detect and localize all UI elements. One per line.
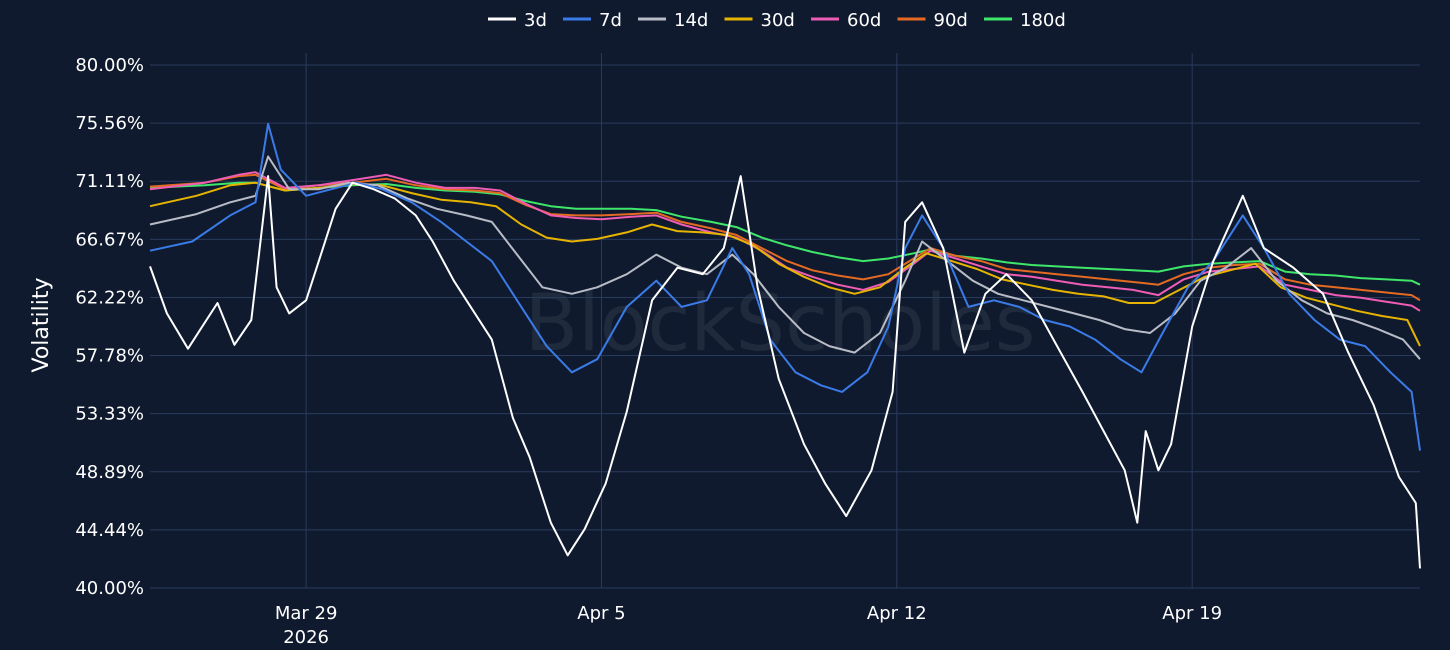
y-tick-label: 80.00%	[75, 55, 144, 76]
x-tick-label: Apr 12	[867, 603, 927, 624]
legend-label: 60d	[847, 10, 881, 31]
legend-label: 7d	[599, 10, 622, 31]
legend-label: 90d	[934, 10, 968, 31]
series-line-90d	[149, 173, 1421, 302]
y-tick-label: 57.78%	[75, 346, 144, 367]
x-axis: Mar 29 2026 Apr 5 Apr 12 Apr 19	[275, 603, 1222, 648]
y-tick-label: 62.22%	[75, 287, 144, 308]
series-lines	[149, 122, 1421, 569]
legend-label: 3d	[524, 10, 547, 31]
x-tick-sublabel: 2026	[283, 627, 329, 648]
y-axis-title: Volatility	[29, 277, 54, 372]
y-tick-label: 53.33%	[75, 404, 144, 425]
legend: 3d 7d 14d 30d 60d 90d 180d	[488, 10, 1066, 31]
legend-item-60d[interactable]: 60d	[811, 10, 881, 31]
series-line-14d	[149, 155, 1421, 360]
legend-label: 180d	[1020, 10, 1066, 31]
x-tick-label: Apr 19	[1162, 603, 1222, 624]
legend-item-90d[interactable]: 90d	[897, 10, 968, 31]
series-line-30d	[149, 181, 1421, 347]
y-tick-label: 66.67%	[75, 229, 144, 250]
x-tick-label: Mar 29	[275, 603, 338, 624]
y-tick-label: 40.00%	[75, 578, 144, 599]
series-line-180d	[149, 181, 1421, 286]
watermark-text: BlockScholes	[525, 279, 1036, 369]
y-tick-label: 71.11%	[75, 171, 144, 192]
legend-item-14d[interactable]: 14d	[638, 10, 708, 31]
series-line-7d	[149, 122, 1421, 451]
series-line-3d	[149, 175, 1421, 569]
legend-item-30d[interactable]: 30d	[724, 10, 795, 31]
y-axis: 80.00% 75.56% 71.11% 66.67% 62.22% 57.78% 53.3…	[75, 55, 144, 599]
legend-label: 30d	[761, 10, 795, 31]
legend-item-7d[interactable]: 7d	[563, 10, 622, 31]
y-tick-label: 75.56%	[75, 113, 144, 134]
legend-item-3d[interactable]: 3d	[488, 10, 547, 31]
legend-label: 14d	[674, 10, 708, 31]
legend-item-180d[interactable]: 180d	[984, 10, 1066, 31]
y-tick-label: 48.89%	[75, 462, 144, 483]
x-tick-label: Apr 5	[577, 603, 625, 624]
y-tick-label: 44.44%	[75, 520, 144, 541]
